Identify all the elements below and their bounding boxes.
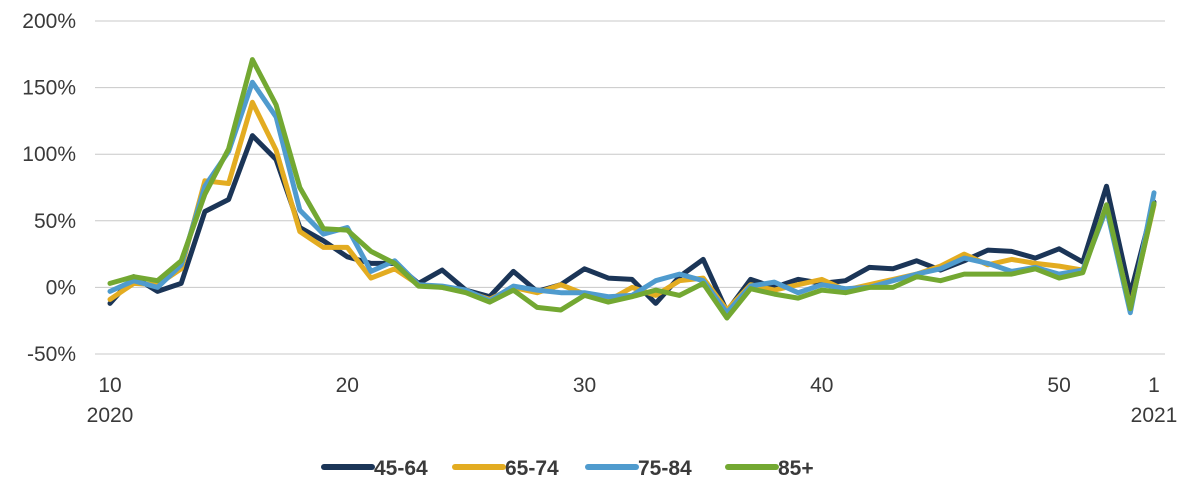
series-lines: [107, 57, 1157, 321]
y-tick-label: 0%: [46, 276, 76, 299]
legend-label: 65-74: [505, 457, 559, 480]
x-tick-label: 1: [1148, 374, 1160, 397]
x-tick-label: 40: [810, 374, 833, 397]
x-tick-label: 50: [1047, 374, 1070, 397]
x-tick-sublabel: 2021: [1131, 404, 1178, 427]
legend-label: 85+: [778, 457, 814, 480]
y-tick-label: 200%: [22, 10, 76, 33]
legend-label: 75-84: [638, 457, 692, 480]
x-tick-label: 30: [573, 374, 596, 397]
legend-label: 45-64: [374, 457, 428, 480]
series-line-85+: [107, 57, 1157, 321]
gridlines: [95, 20, 1165, 355]
y-tick-label: -50%: [27, 343, 76, 366]
x-tick-label: 20: [336, 374, 359, 397]
x-tick-sublabel: 2020: [87, 404, 134, 427]
y-tick-label: 150%: [22, 77, 76, 100]
y-axis: 200% 150% 100% 50% 0% -50%: [22, 10, 76, 366]
y-tick-label: 100%: [22, 143, 76, 166]
legend: 45-64 65-74 75-84 85+: [321, 457, 814, 480]
y-tick-label: 50%: [34, 210, 76, 233]
x-tick-label: 10: [98, 374, 121, 397]
